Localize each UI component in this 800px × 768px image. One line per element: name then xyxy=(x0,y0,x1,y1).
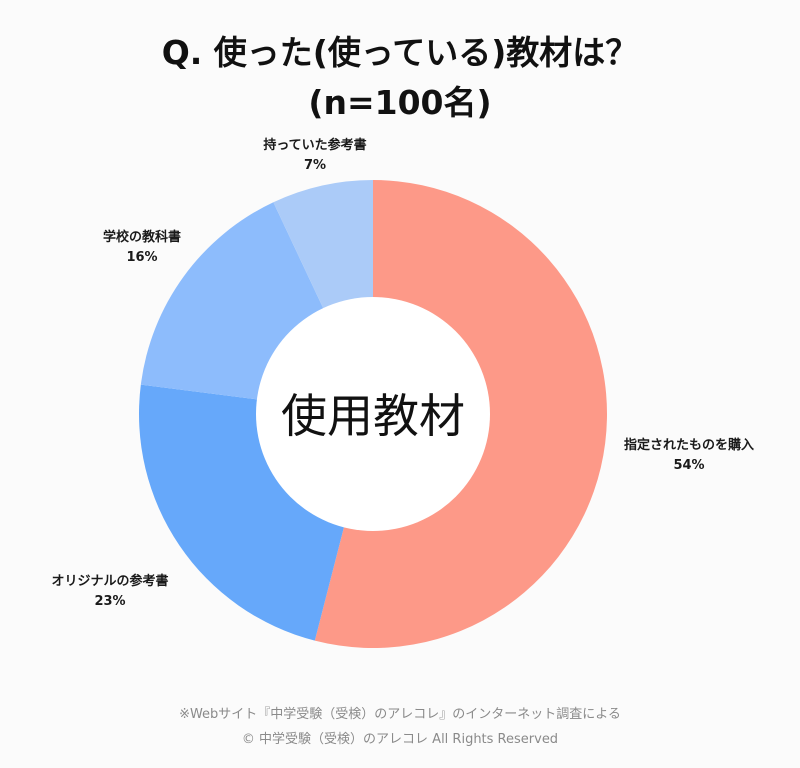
chart-subtitle: (n=100名) xyxy=(308,83,492,122)
slice-label-school-textbook: 学校の教科書 16% xyxy=(82,228,202,268)
chart-title: Q. 使った(使っている)教材は？ xyxy=(161,33,639,72)
slice-label-original-reference: オリジナルの参考書 23% xyxy=(30,572,190,612)
slice-label-owned-reference: 持っていた参考書 7% xyxy=(245,136,385,176)
slice-label-purchase: 指定されたものを購入 54% xyxy=(603,436,775,476)
footer-copyright: © 中学受験（受検）のアレコレ All Rights Reserved xyxy=(241,732,559,747)
slice-label-percent: 54% xyxy=(673,458,705,473)
slice-label-text: 持っていた参考書 xyxy=(263,138,367,153)
slice-label-text: オリジナルの参考書 xyxy=(51,574,169,589)
footer-source: ※Webサイト『中学受験（受検）のアレコレ』のインターネット調査による xyxy=(179,707,621,722)
slice-label-percent: 16% xyxy=(126,250,158,265)
slice-label-text: 学校の教科書 xyxy=(102,230,181,245)
slice-label-percent: 7% xyxy=(303,158,327,173)
slice-label-text: 指定されたものを購入 xyxy=(623,438,754,453)
slice-label-percent: 23% xyxy=(94,594,126,609)
center-label: 使用教材 xyxy=(281,389,465,443)
donut-hole xyxy=(256,297,490,531)
